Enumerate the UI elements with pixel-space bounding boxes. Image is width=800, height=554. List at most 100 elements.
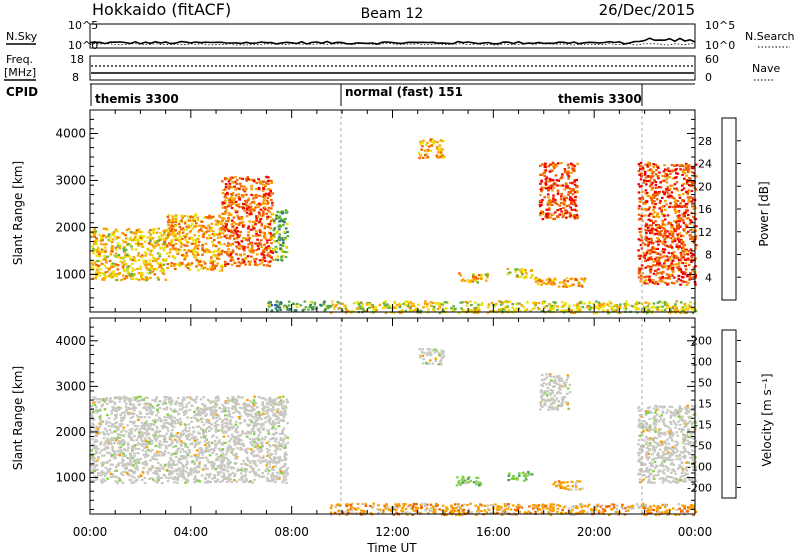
range-time-cell <box>644 259 647 262</box>
range-time-cell <box>109 438 112 441</box>
range-time-cell <box>282 464 286 468</box>
range-time-cell <box>103 400 107 403</box>
range-time-cell <box>107 440 110 443</box>
range-time-cell <box>661 179 665 183</box>
range-time-cell <box>239 185 243 188</box>
range-time-cell <box>126 243 130 246</box>
range-time-cell <box>257 411 261 414</box>
range-time-cell <box>161 467 165 470</box>
range-time-cell <box>119 244 123 247</box>
range-time-cell <box>178 240 182 243</box>
range-time-cell <box>686 192 689 195</box>
range-time-cell <box>312 305 315 309</box>
range-time-cell <box>152 260 155 263</box>
range-time-cell <box>126 424 129 427</box>
range-time-cell <box>284 217 287 220</box>
range-time-cell <box>541 163 544 166</box>
range-time-cell <box>415 307 418 310</box>
range-time-cell <box>236 233 239 236</box>
range-time-cell <box>570 182 574 185</box>
range-time-cell <box>672 305 675 308</box>
range-time-cell <box>234 410 238 413</box>
range-time-cell <box>617 311 621 314</box>
range-time-cell <box>642 255 645 258</box>
range-time-cell <box>188 472 191 476</box>
range-time-cell <box>452 309 455 312</box>
range-time-cell <box>141 444 144 447</box>
range-time-cell <box>250 405 253 408</box>
range-time-cell <box>160 477 163 480</box>
range-time-cell <box>665 190 668 194</box>
range-time-cell <box>343 305 346 308</box>
range-time-cell <box>125 262 128 265</box>
range-time-cell <box>682 192 685 196</box>
range-time-cell <box>572 283 575 286</box>
range-time-cell <box>247 243 250 246</box>
range-time-cell <box>253 180 256 183</box>
range-time-cell <box>639 239 642 242</box>
range-time-cell <box>104 250 107 253</box>
range-time-cell <box>128 429 132 432</box>
range-time-cell <box>560 192 563 196</box>
range-time-cell <box>553 283 557 286</box>
range-time-cell <box>126 442 130 445</box>
range-time-cell <box>110 265 113 269</box>
range-time-cell <box>658 262 661 265</box>
range-time-cell <box>681 280 684 283</box>
range-time-cell <box>265 241 269 244</box>
range-time-cell <box>549 179 552 182</box>
range-time-cell <box>660 210 663 213</box>
range-time-cell <box>406 300 409 303</box>
range-time-cell <box>185 434 188 438</box>
range-time-cell <box>142 262 146 265</box>
range-time-cell <box>224 425 228 428</box>
range-time-cell <box>249 212 252 215</box>
range-time-cell <box>637 238 641 241</box>
range-time-cell <box>180 214 184 217</box>
range-time-cell <box>195 244 199 248</box>
range-time-cell <box>143 251 147 254</box>
range-time-cell <box>282 220 285 223</box>
range-time-cell <box>191 437 194 440</box>
range-time-cell <box>411 310 415 313</box>
range-time-cell <box>107 274 111 278</box>
range-time-cell <box>111 475 115 478</box>
range-time-cell <box>263 206 267 209</box>
range-time-cell <box>648 275 651 278</box>
range-time-cell <box>683 229 686 233</box>
range-time-cell <box>234 457 238 460</box>
range-time-cell <box>267 469 271 472</box>
range-time-cell <box>576 281 580 284</box>
range-time-cell <box>136 254 140 257</box>
range-time-cell <box>200 448 204 451</box>
range-time-cell <box>671 269 675 272</box>
range-time-cell <box>670 259 673 262</box>
range-time-cell <box>131 239 134 242</box>
range-time-cell <box>108 276 112 279</box>
range-time-cell <box>215 419 219 423</box>
range-time-cell <box>178 417 182 421</box>
range-time-cell <box>205 230 209 233</box>
range-time-cell <box>127 463 130 466</box>
range-time-cell <box>662 251 665 254</box>
range-time-cell <box>92 418 95 421</box>
range-time-cell <box>258 475 262 478</box>
range-time-cell <box>262 455 265 458</box>
range-time-cell <box>171 245 175 248</box>
range-time-cell <box>214 264 217 267</box>
power-y-axis-label: Slant Range [km] <box>11 161 25 265</box>
range-time-cell <box>143 427 146 430</box>
range-time-cell <box>660 229 663 232</box>
range-time-cell <box>276 309 279 312</box>
range-time-cell <box>234 454 238 457</box>
range-time-cell <box>127 227 131 231</box>
range-time-cell <box>614 309 617 312</box>
range-time-cell <box>125 409 128 412</box>
range-time-cell <box>150 249 154 252</box>
range-time-cell <box>130 412 133 415</box>
range-time-cell <box>169 225 173 228</box>
range-time-cell <box>180 253 184 257</box>
range-time-cell <box>146 472 150 475</box>
range-time-cell <box>237 223 241 226</box>
range-time-cell <box>520 269 523 272</box>
